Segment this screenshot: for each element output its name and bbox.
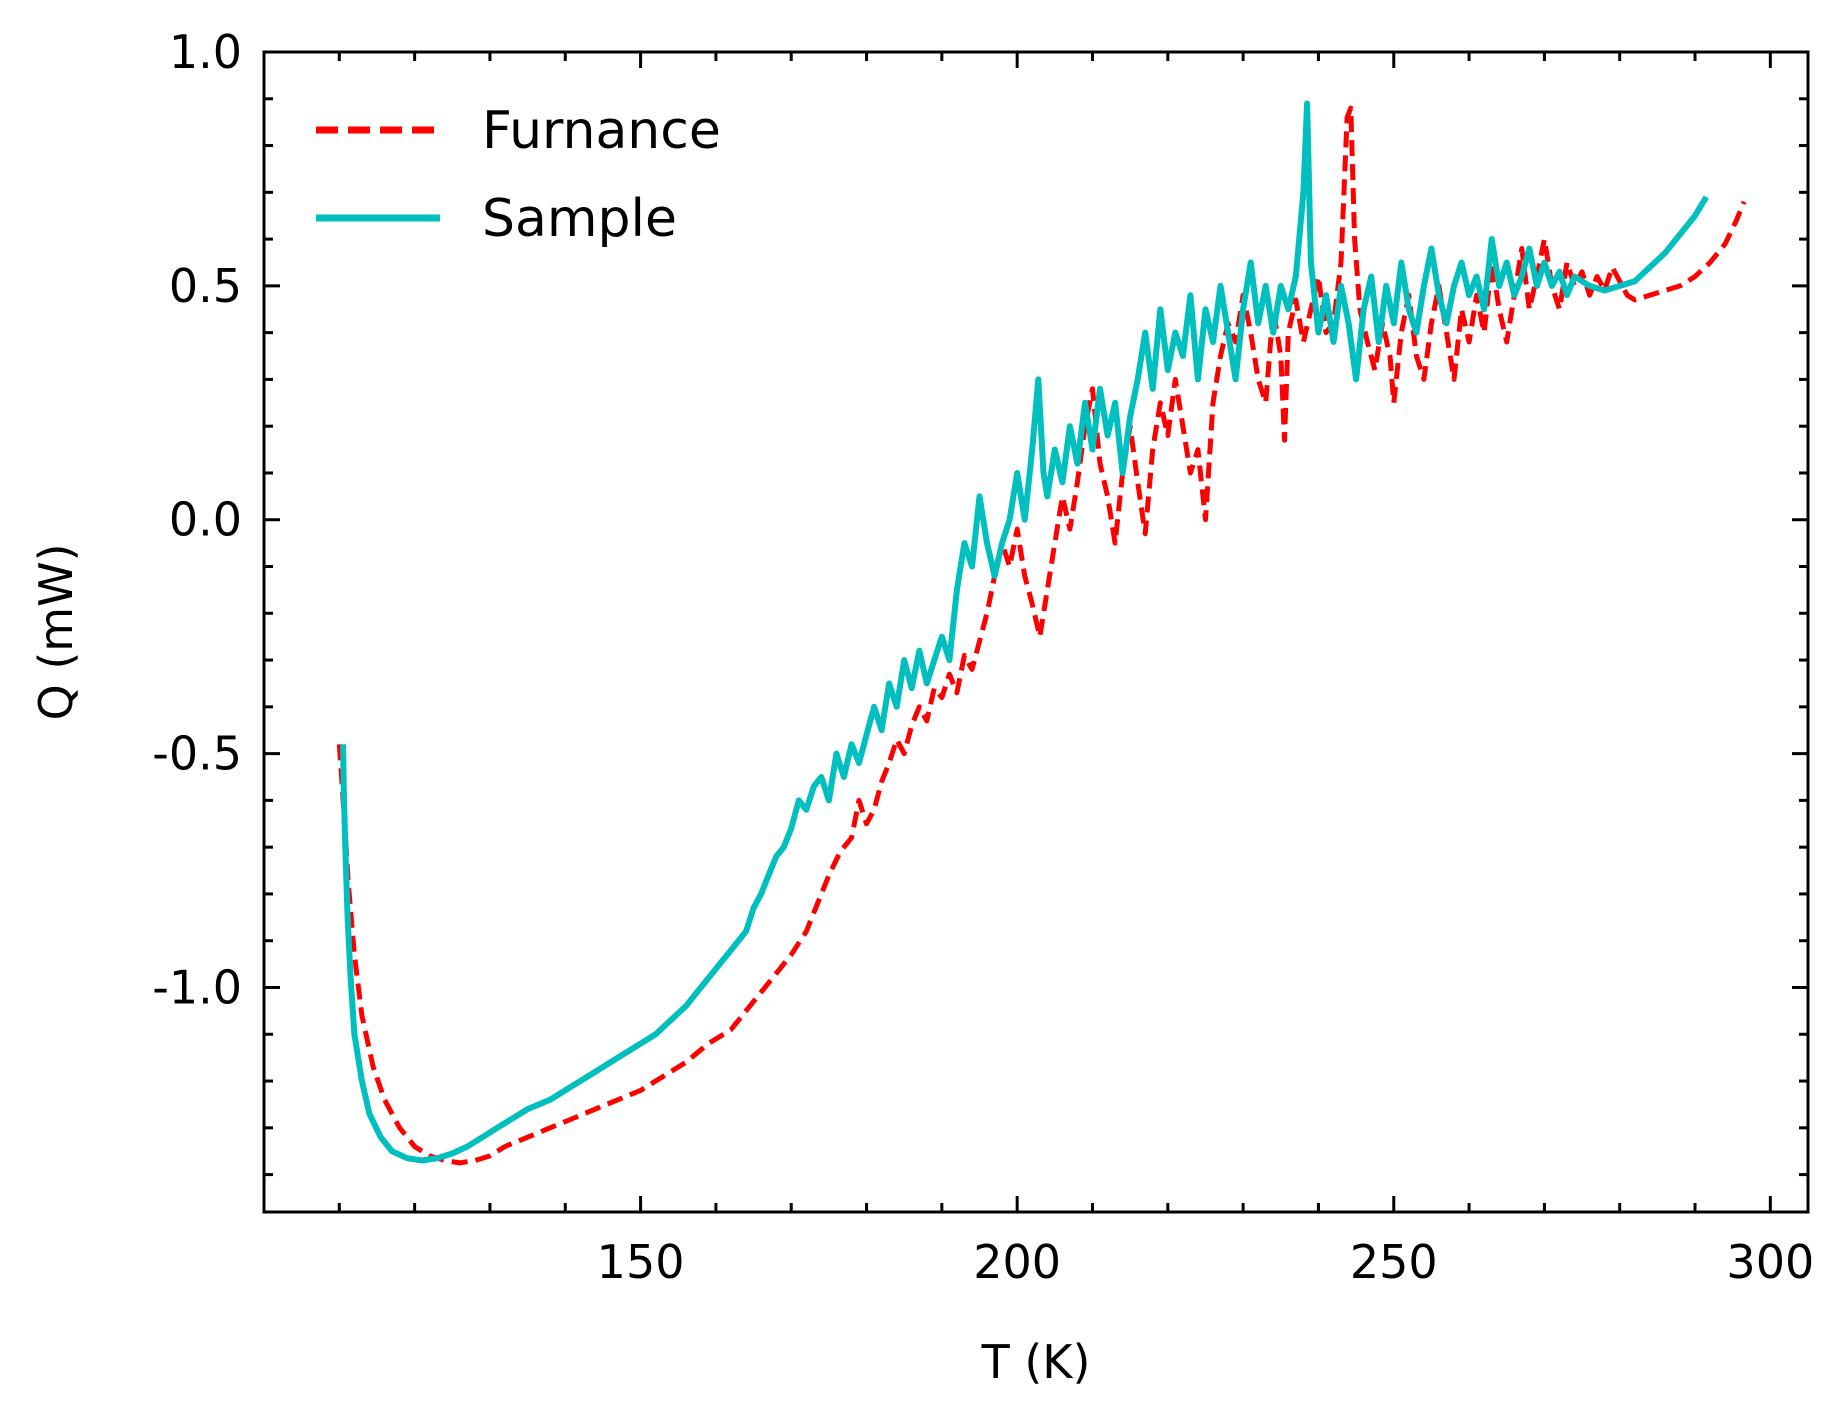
x-tick-label-3: 300 bbox=[1726, 1235, 1814, 1289]
legend-label-2: Sample bbox=[482, 189, 677, 249]
legend-label-1: Furnance bbox=[482, 101, 721, 161]
series-1-line bbox=[336, 105, 1747, 1166]
y-tick-label-0: -1.0 bbox=[152, 960, 242, 1014]
y-tick-label-3: 0.5 bbox=[169, 259, 242, 313]
series-layer bbox=[336, 100, 1747, 1166]
x-tick-label-2: 250 bbox=[1350, 1235, 1438, 1289]
y-tick-label-2: 0.0 bbox=[169, 493, 242, 547]
y-tick-label-1: -0.5 bbox=[152, 727, 242, 781]
series-2-line bbox=[340, 100, 1709, 1164]
x-tick-label-0: 150 bbox=[597, 1235, 685, 1289]
y-axis-label: Q (mW) bbox=[29, 543, 83, 720]
x-tick-label-1: 200 bbox=[973, 1235, 1061, 1289]
plot-frame bbox=[262, 50, 1810, 1214]
x-axis-label: T (K) bbox=[981, 1335, 1091, 1389]
tick-labels-layer: 150 200 250 300 -1.0 -0.5 0.0 0.5 1.0 bbox=[152, 25, 1814, 1289]
legend: Furnance Sample bbox=[316, 101, 721, 249]
y-tick-label-4: 1.0 bbox=[169, 25, 242, 79]
